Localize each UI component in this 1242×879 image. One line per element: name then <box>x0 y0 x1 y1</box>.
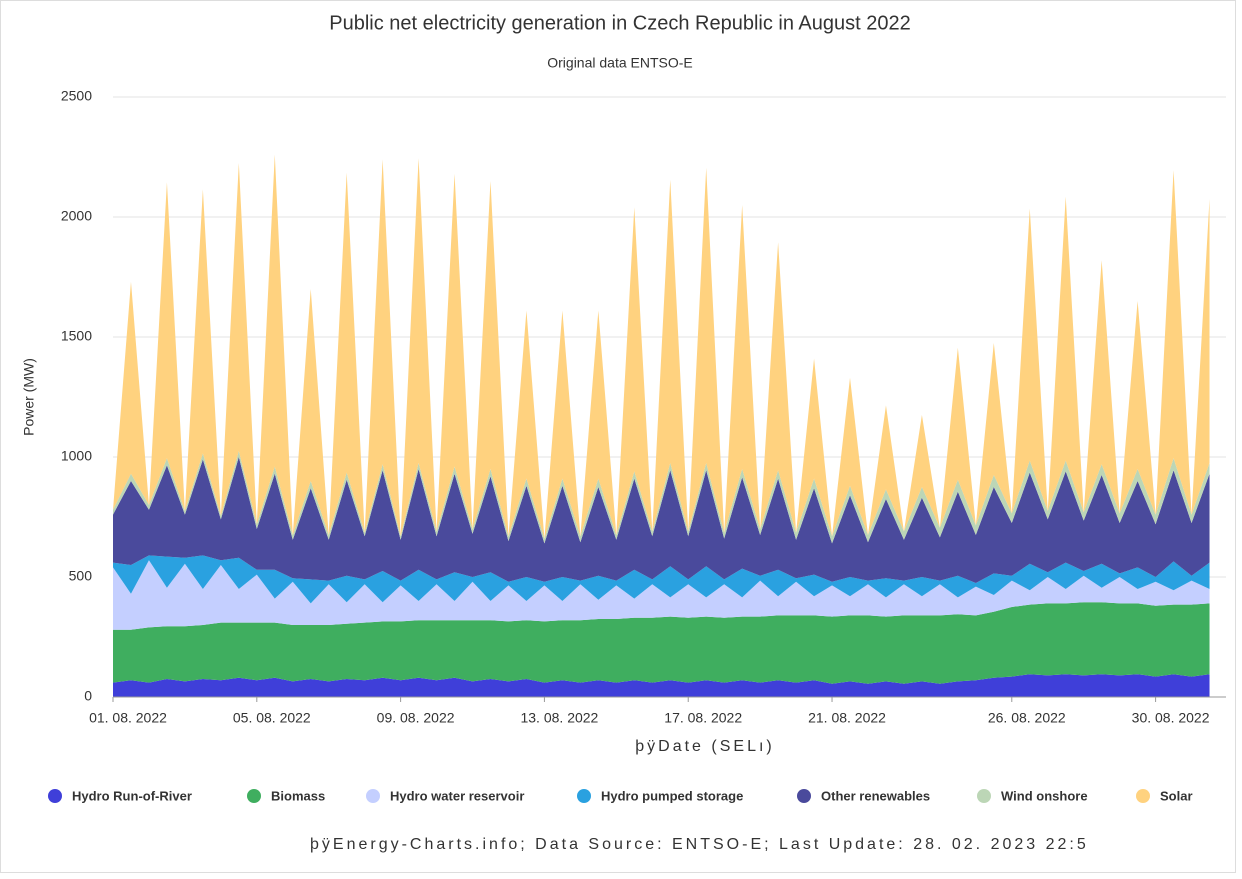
x-tick-label: 09. 08. 2022 <box>377 710 455 726</box>
area <box>113 154 1210 539</box>
x-tick-label: 05. 08. 2022 <box>233 710 311 726</box>
legend-label: Other renewables <box>821 788 930 803</box>
legend-marker <box>577 789 591 803</box>
legend-label: Hydro pumped storage <box>601 788 743 803</box>
y-tick-label: 1000 <box>61 448 92 464</box>
x-tick-label: 26. 08. 2022 <box>988 710 1066 726</box>
y-tick-label: 0 <box>84 688 92 704</box>
area <box>113 674 1210 697</box>
legend-label: Wind onshore <box>1001 788 1088 803</box>
legend-marker <box>1136 789 1150 803</box>
x-tick-label: 01. 08. 2022 <box>89 710 167 726</box>
area <box>113 555 1210 604</box>
legend-marker <box>366 789 380 803</box>
legend-marker <box>977 789 991 803</box>
legend-marker <box>48 789 62 803</box>
area <box>113 451 1210 544</box>
y-tick-label: 2000 <box>61 208 92 224</box>
area <box>113 457 1210 583</box>
chart-title: Public net electricity generation in Cze… <box>329 12 910 34</box>
area <box>113 560 1210 630</box>
y-axis-label: Power (MW) <box>21 358 37 436</box>
footer: þÿEnergy-Charts.info; Data Source: ENTSO… <box>310 836 1089 853</box>
legend-label: Biomass <box>271 788 325 803</box>
area <box>113 602 1210 684</box>
x-tick-label: 13. 08. 2022 <box>520 710 598 726</box>
legend-marker <box>797 789 811 803</box>
x-tick-label: 21. 08. 2022 <box>808 710 886 726</box>
legend-label: Hydro water reservoir <box>390 788 524 803</box>
x-axis-label: þÿDate (SELı) <box>635 738 774 755</box>
legend-label: Hydro Run-of-River <box>72 788 192 803</box>
legend-label: Solar <box>1160 788 1193 803</box>
x-tick-label: 30. 08. 2022 <box>1132 710 1210 726</box>
legend-marker <box>247 789 261 803</box>
y-tick-label: 2500 <box>61 88 92 104</box>
y-tick-label: 1500 <box>61 328 92 344</box>
chart-subtitle: Original data ENTSO-E <box>547 55 693 71</box>
y-tick-label: 500 <box>69 568 93 584</box>
x-tick-label: 17. 08. 2022 <box>664 710 742 726</box>
